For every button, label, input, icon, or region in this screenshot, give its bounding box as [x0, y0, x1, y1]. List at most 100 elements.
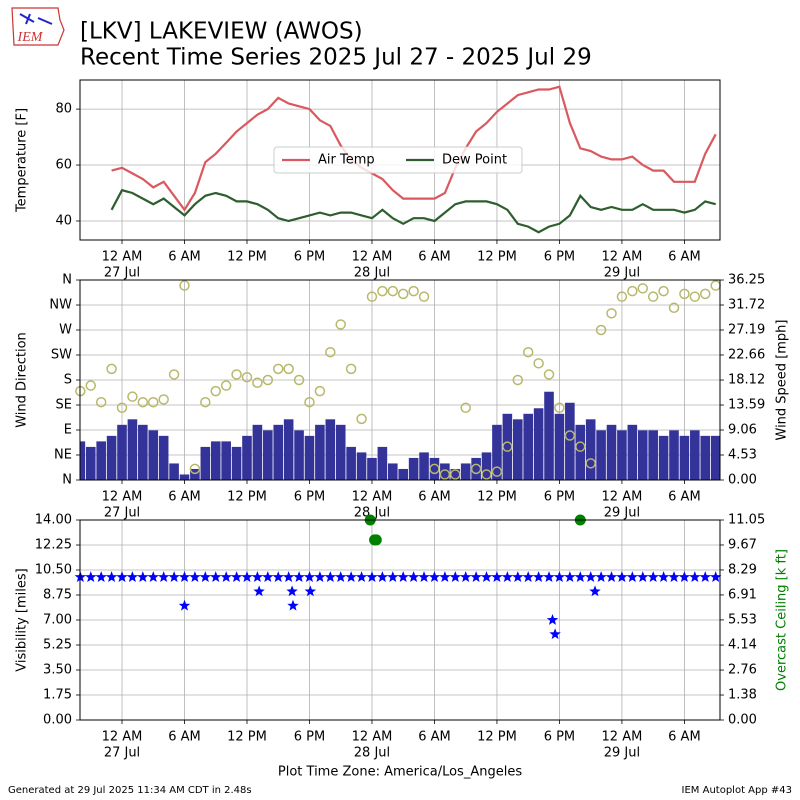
x-tick-sublabel: 28 Jul — [354, 506, 390, 521]
point — [251, 571, 264, 582]
line — [111, 85, 717, 212]
point — [220, 380, 232, 391]
point — [647, 571, 659, 582]
x-tick-sublabel: 29 Jul — [604, 266, 640, 281]
x-tick-label: 6 PM — [294, 250, 325, 265]
y2-tick-label: 22.66 — [728, 347, 765, 362]
point — [460, 571, 472, 582]
subtitle: Recent Time Series 2025 Jul 27 - 2025 Ju… — [80, 45, 592, 71]
logo-lines — [19, 13, 53, 25]
point — [199, 571, 211, 582]
bar — [398, 468, 409, 480]
point — [376, 571, 389, 582]
point — [501, 571, 514, 582]
bar — [252, 424, 263, 480]
bar — [481, 452, 492, 480]
point — [179, 280, 190, 291]
y-tick-label: N — [62, 273, 72, 288]
point — [585, 458, 596, 469]
x-tick-sublabel: 27 Jul — [104, 266, 140, 281]
point — [252, 377, 263, 389]
point — [286, 585, 298, 597]
x-tick-label: 6 AM — [668, 490, 701, 505]
x-tick-label: 6 PM — [294, 490, 325, 505]
point — [699, 571, 711, 582]
bar — [627, 424, 638, 480]
y-tick-label: 0.00 — [43, 713, 72, 728]
y-tick-label: NW — [49, 298, 72, 313]
point — [303, 571, 316, 582]
bar — [96, 441, 106, 480]
y-tick-label: SE — [56, 398, 72, 413]
point — [429, 463, 440, 475]
bar — [273, 424, 284, 480]
point — [532, 571, 545, 582]
x-tick-label: 6 AM — [168, 730, 201, 745]
point — [262, 374, 274, 386]
x-tick-sublabel: 28 Jul — [354, 746, 390, 761]
y2-tick-label: 27.19 — [728, 322, 765, 337]
point — [710, 280, 721, 291]
y-axis-label: Temperature [F] — [15, 108, 30, 213]
point — [137, 571, 149, 582]
point — [668, 302, 680, 314]
bar — [450, 468, 461, 480]
point — [230, 571, 243, 582]
point — [345, 363, 357, 375]
y-tick-label: 8.75 — [43, 588, 72, 603]
y2-tick-label: 6.91 — [728, 587, 757, 602]
point — [356, 413, 367, 425]
point — [262, 571, 274, 582]
point — [668, 571, 680, 582]
x-axis-label: Plot Time Zone: America/Los_Angeles — [278, 765, 522, 780]
point — [168, 571, 180, 582]
point — [418, 291, 430, 302]
point — [543, 571, 555, 582]
point — [293, 374, 305, 386]
line — [110, 188, 716, 234]
point — [616, 291, 628, 302]
x-tick-label: 12 AM — [352, 490, 393, 505]
point — [574, 571, 586, 582]
point — [325, 346, 336, 358]
point — [481, 469, 492, 480]
y2-tick-label: 18.12 — [728, 373, 765, 388]
y2-tick-label: 31.72 — [728, 297, 765, 312]
y2-tick-label: 13.59 — [728, 398, 765, 413]
point — [408, 285, 419, 297]
point — [575, 441, 586, 452]
frame — [79, 279, 721, 481]
point — [200, 396, 211, 408]
point — [345, 571, 357, 582]
point — [554, 402, 565, 414]
point — [564, 430, 576, 441]
y-tick-label: 1.75 — [43, 688, 72, 703]
bar — [158, 435, 169, 480]
point — [335, 571, 347, 582]
bar — [658, 435, 669, 480]
bar — [471, 457, 481, 480]
bar — [512, 419, 523, 480]
point — [85, 380, 97, 391]
point — [397, 288, 409, 300]
point — [522, 346, 534, 358]
y-tick-label: NE — [54, 448, 72, 463]
point — [397, 571, 409, 582]
point — [106, 363, 117, 375]
bar — [138, 424, 148, 480]
point — [287, 599, 299, 611]
x-tick-label: 6 PM — [544, 250, 575, 265]
y-tick-label: 80 — [55, 102, 72, 117]
y2-tick-label: 1.38 — [728, 688, 757, 703]
y-tick-label: E — [64, 423, 72, 438]
point — [126, 571, 139, 582]
x-tick-label: 12 PM — [477, 490, 517, 505]
point — [491, 571, 503, 582]
point — [137, 396, 149, 408]
y2-tick-label: 5.53 — [728, 612, 757, 627]
legend-label: Dew Point — [442, 153, 507, 168]
point — [657, 571, 670, 582]
bar — [325, 419, 336, 480]
